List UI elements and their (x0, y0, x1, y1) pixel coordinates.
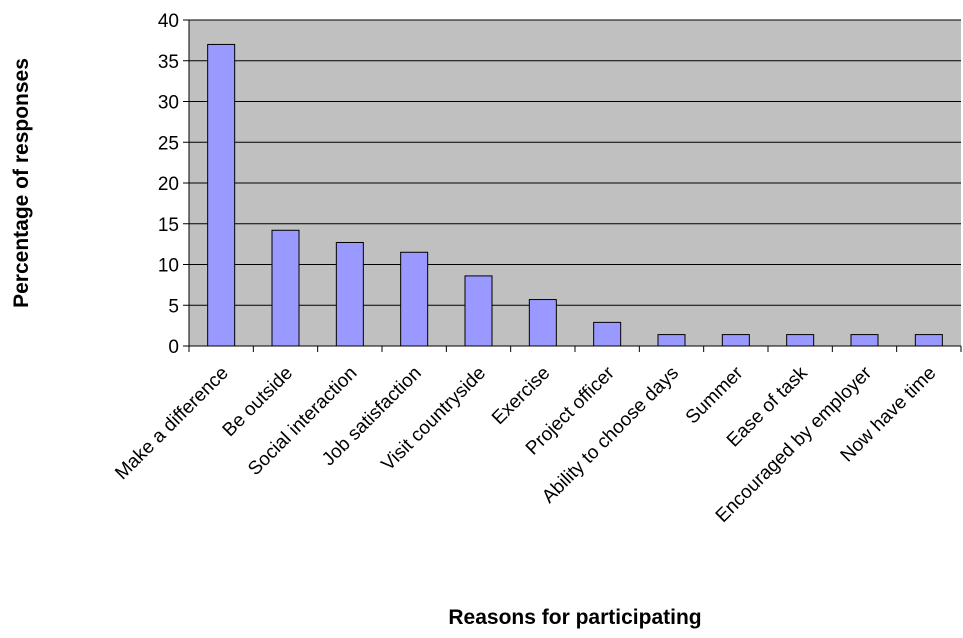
y-tick-label: 35 (158, 52, 179, 73)
y-tick-label: 5 (168, 296, 179, 317)
bar-encouraged-by-employer (850, 334, 879, 347)
y-tick-label: 0 (168, 337, 179, 358)
y-axis-title: Percentage of responses (10, 58, 33, 308)
y-tick-label: 10 (158, 256, 179, 277)
bar-make-a-difference (207, 43, 236, 347)
bar-exercise (528, 299, 557, 347)
bar-be-outside (271, 229, 300, 347)
y-tick-label: 20 (158, 174, 179, 195)
y-tick-label: 30 (158, 93, 179, 114)
y-axis-ticks: 0 5 10 15 20 25 30 35 40 (158, 11, 189, 358)
x-axis-title: Reasons for participating (448, 606, 701, 629)
bar-social-interaction (335, 241, 364, 347)
bars (207, 43, 943, 347)
x-tick-label: Summer (682, 362, 748, 428)
gridlines (189, 19, 961, 306)
x-tick-label: Exercise (488, 363, 554, 429)
x-tick-label: Social interaction (244, 363, 361, 480)
bar-ease-of-task (786, 334, 815, 347)
bar-job-satisfaction (400, 251, 429, 347)
bar-summer (721, 334, 750, 347)
y-tick-label: 15 (158, 215, 179, 236)
bar-visit-countryside (464, 275, 493, 347)
y-tick-label: 40 (158, 11, 179, 32)
bar-project-officer (593, 321, 622, 347)
y-tick-label: 25 (158, 133, 179, 154)
x-tick-label: Make a difference (111, 363, 232, 484)
bar-now-have-time (914, 334, 943, 347)
bar-ability-to-choose-days (657, 334, 686, 347)
